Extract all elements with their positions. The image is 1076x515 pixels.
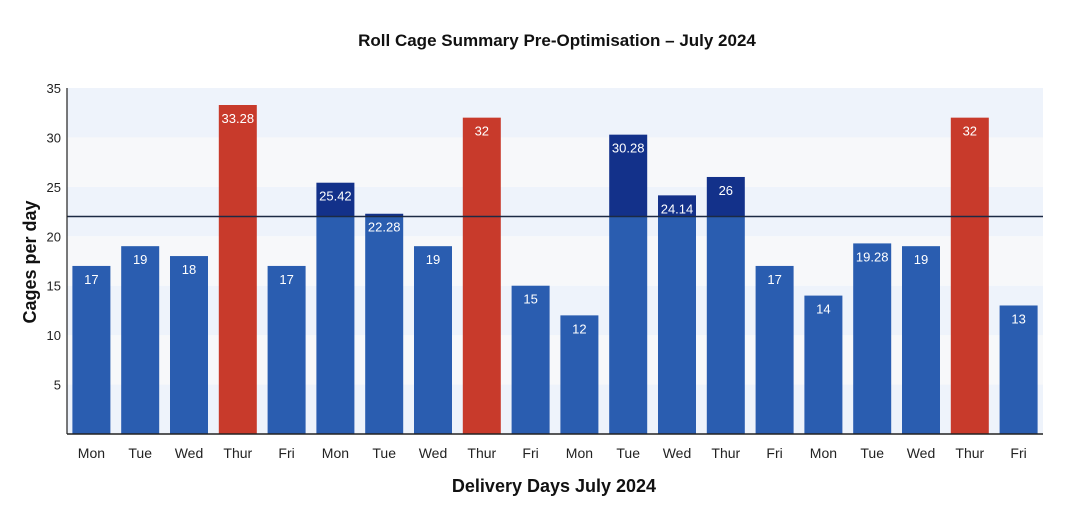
- bar-value-label: 26: [719, 183, 733, 198]
- background-band: [67, 384, 1043, 434]
- bar-value-label: 19: [426, 252, 440, 267]
- x-tick-label: Fri: [766, 445, 782, 461]
- bar: [853, 243, 892, 434]
- bar: [658, 216, 696, 434]
- bar-value-label: 15: [523, 292, 537, 307]
- x-tick-label: Fri: [522, 445, 538, 461]
- x-tick-label: Mon: [78, 445, 105, 461]
- bar: [267, 265, 306, 434]
- background-bands: [67, 88, 1043, 434]
- bar-value-label: 17: [767, 272, 781, 287]
- x-tick-label: Tue: [372, 445, 396, 461]
- y-tick-label: 35: [47, 81, 61, 96]
- x-tick-label: Tue: [128, 445, 152, 461]
- background-band: [67, 335, 1043, 385]
- bar-value-label: 19: [914, 252, 928, 267]
- bar-segment-above-line: [658, 195, 696, 217]
- bar: [218, 105, 257, 435]
- y-tick-label: 20: [47, 229, 61, 244]
- y-tick-label: 30: [47, 130, 61, 145]
- bar: [755, 265, 794, 434]
- x-tick-label: Mon: [566, 445, 593, 461]
- bar-value-label: 25.42: [319, 189, 352, 204]
- x-tick-label: Mon: [322, 445, 349, 461]
- bar: [609, 216, 648, 434]
- chart-title: Roll Cage Summary Pre-Optimisation – Jul…: [358, 31, 756, 50]
- x-tick-label: Fri: [278, 445, 294, 461]
- bar: [902, 246, 940, 434]
- bar: [170, 256, 208, 434]
- x-tick-label: Thur: [223, 445, 252, 461]
- x-tick-label: Thur: [711, 445, 740, 461]
- bar-segment-above-line: [609, 134, 648, 217]
- x-tick-label: Mon: [810, 445, 837, 461]
- y-axis-label: Cages per day: [20, 200, 40, 323]
- bar: [72, 265, 111, 434]
- bar-value-label: 12: [572, 321, 586, 336]
- y-tick-label: 25: [47, 180, 61, 195]
- bar-segment-above-line: [365, 213, 404, 217]
- bars: 17 19 18 33.28 17 25.42 22.28 19 32 15 12 30.28 24.1…: [72, 105, 1038, 435]
- x-tick-label: Tue: [860, 445, 884, 461]
- bar-value-label: 18: [182, 262, 196, 277]
- background-band: [67, 88, 1043, 138]
- bar: [121, 246, 160, 434]
- bar: [414, 246, 452, 434]
- x-tick-label: Thur: [955, 445, 984, 461]
- bar-segment-above-line: [316, 182, 355, 217]
- y-ticks: 5 10 15 20 25 30 35: [47, 81, 61, 393]
- bar: [462, 117, 501, 435]
- background-band: [67, 186, 1043, 237]
- bar-value-label: 19: [133, 252, 147, 267]
- bar-value-label: 32: [475, 124, 489, 139]
- bar-value-label: 14: [816, 302, 830, 317]
- y-tick-label: 10: [47, 328, 61, 343]
- bar: [999, 305, 1038, 434]
- x-tick-label: Tue: [616, 445, 640, 461]
- x-tick-label: Wed: [907, 445, 936, 461]
- y-tick-label: 5: [54, 378, 61, 393]
- bar-value-label: 17: [84, 272, 98, 287]
- y-tick-label: 15: [47, 279, 61, 294]
- bar: [365, 216, 404, 434]
- bar: [950, 117, 989, 435]
- x-tick-label: Wed: [663, 445, 692, 461]
- bar: [560, 315, 599, 434]
- axes: [66, 88, 1043, 435]
- bar-value-label: 19.28: [856, 249, 889, 264]
- bar-value-label: 32: [963, 124, 977, 139]
- bar-value-label: 33.28: [222, 111, 255, 126]
- bar: [804, 295, 843, 434]
- bar-value-label: 22.28: [368, 220, 401, 235]
- x-tick-label: Wed: [175, 445, 204, 461]
- bar-value-label: 17: [279, 272, 293, 287]
- x-tick-label: Wed: [419, 445, 448, 461]
- bar-value-label: 30.28: [612, 141, 645, 156]
- bar: [316, 216, 355, 434]
- x-tick-label: Fri: [1010, 445, 1026, 461]
- background-band: [67, 137, 1043, 187]
- x-ticks: Mon Tue Wed Thur Fri Mon Tue Wed Thur Fri Mon Tue We…: [78, 445, 1027, 461]
- background-band: [67, 285, 1043, 336]
- bar-value-label: 24.14: [661, 201, 694, 216]
- bar: [706, 216, 745, 434]
- x-tick-label: Thur: [467, 445, 496, 461]
- x-axis-label: Delivery Days July 2024: [452, 476, 656, 496]
- bar-segment-above-line: [706, 176, 745, 217]
- background-band: [67, 236, 1043, 286]
- bar-value-label: 13: [1011, 311, 1025, 326]
- bar: [511, 285, 550, 434]
